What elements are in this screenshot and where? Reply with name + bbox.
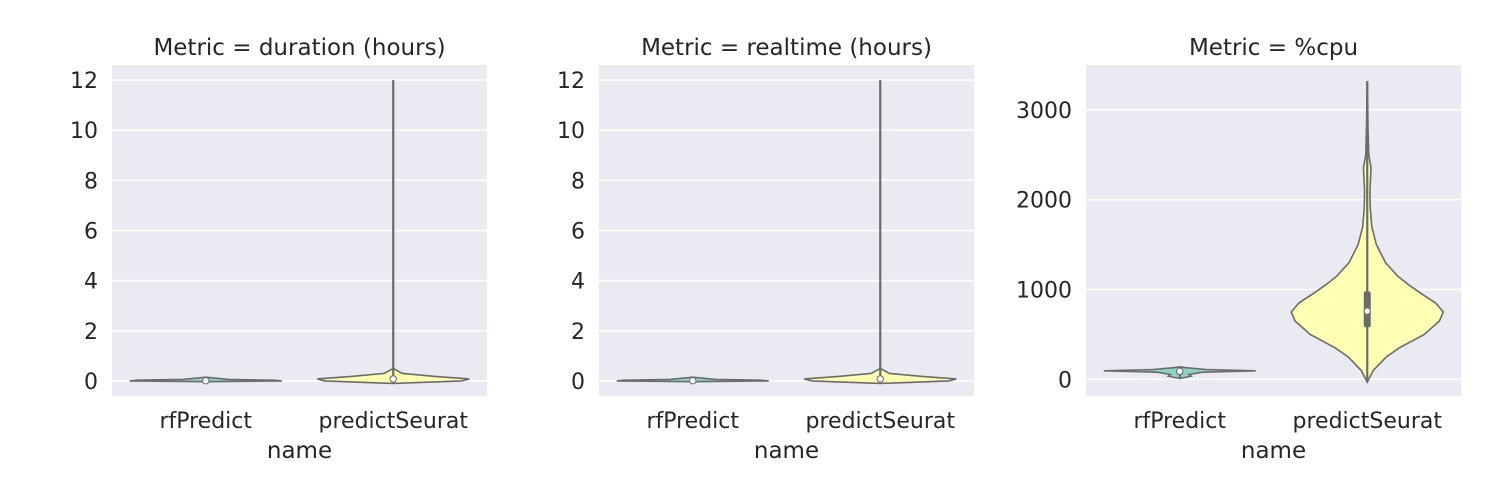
y-tick-label: 0: [1058, 368, 1072, 393]
x-axis-label: name: [754, 438, 819, 464]
y-tick-label: 12: [557, 69, 585, 94]
y-tick-label: 4: [571, 270, 585, 295]
chart-title: Metric = duration (hours): [153, 35, 445, 61]
x-tick-label: rfPredict: [159, 409, 252, 434]
x-tick-label: rfPredict: [646, 409, 739, 434]
chart-title: Metric = realtime (hours): [641, 35, 932, 61]
chart-panel-1: 0 2 4 6 8 10 12 rfPredict predictSeurat Metric = …: [70, 35, 487, 464]
y-tick-label: 6: [84, 220, 98, 245]
x-tick-label: predictSeurat: [1293, 409, 1443, 434]
y-tick-label: 10: [557, 119, 585, 144]
x-axis-label: name: [1241, 438, 1306, 464]
plot-area: [1086, 65, 1461, 396]
y-tick-label: 2: [84, 320, 98, 345]
y-tick-label: 2: [571, 320, 585, 345]
chart-panel-2: 0 2 4 6 8 10 12 rfPredict predictSeurat Metric = …: [557, 35, 974, 464]
median-predictSeurat: [876, 375, 884, 383]
x-tick-label: rfPredict: [1133, 409, 1226, 434]
y-tick-label: 1000: [1016, 279, 1072, 304]
y-tick-label: 2000: [1016, 189, 1072, 214]
median-rfPredict: [689, 377, 697, 385]
y-tick-label: 10: [70, 119, 98, 144]
y-tick-label: 4: [84, 270, 98, 295]
y-tick-label: 0: [571, 370, 585, 395]
chart-title: Metric = %cpu: [1189, 35, 1358, 61]
x-axis-label: name: [267, 438, 332, 464]
median-rfPredict: [202, 377, 210, 385]
median-predictSeurat: [389, 375, 397, 383]
y-tick-label: 8: [571, 169, 585, 194]
median-rfPredict: [1176, 367, 1184, 375]
y-tick-label: 8: [84, 169, 98, 194]
x-tick-label: predictSeurat: [806, 409, 956, 434]
y-tick-label: 12: [70, 69, 98, 94]
y-tick-label: 3000: [1016, 99, 1072, 124]
median-predictSeurat: [1363, 307, 1371, 315]
x-tick-label: predictSeurat: [319, 409, 469, 434]
y-tick-label: 0: [84, 370, 98, 395]
y-tick-label: 6: [571, 220, 585, 245]
chart-panel-3: 0 1000 2000 3000 rfPredict predictSeurat Metri…: [1016, 35, 1461, 464]
